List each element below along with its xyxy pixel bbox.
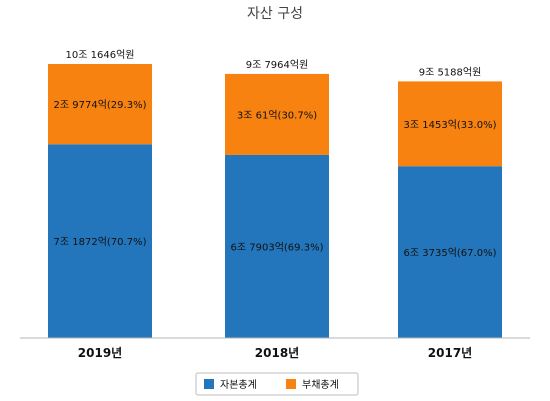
segment-label-liabilities-0: 2조 9774억(29.3%): [54, 99, 147, 111]
x-tick-label-1: 2018년: [255, 346, 299, 360]
bars-layer: 7조 1872억(70.7%) 2조 9774억(29.3%) 10조 1646억원…: [48, 49, 502, 338]
bar-segment-liabilities-1: [225, 73, 329, 155]
total-label-1: 9조 7964억원: [246, 59, 309, 71]
legend-swatch-liabilities: [286, 379, 296, 389]
bar-segment-liabilities-2: [398, 81, 502, 167]
legend: 자본총계 부채총계: [195, 372, 359, 396]
x-tick-label-0: 2019년: [78, 346, 122, 360]
segment-label-liabilities-2: 3조 1453억(33.0%): [404, 119, 497, 131]
total-label-2: 9조 5188억원: [419, 66, 482, 78]
chart-title: 자산 구성: [247, 6, 303, 22]
bar-segment-liabilities-0: [48, 64, 152, 145]
segment-label-liabilities-1: 3조 61억(30.7%): [237, 109, 317, 121]
x-axis-labels: 2019년 2018년 2017년: [78, 346, 472, 360]
legend-swatch-equity: [204, 379, 214, 389]
x-tick-label-2: 2017년: [428, 346, 472, 360]
legend-box: [195, 372, 359, 396]
total-label-0: 10조 1646억원: [66, 49, 135, 61]
legend-label-liabilities: 부채총계: [302, 379, 339, 391]
segment-label-equity-0: 7조 1872억(70.7%): [54, 236, 147, 248]
bar-segment-equity-1: [225, 154, 329, 338]
legend-label-equity: 자본총계: [220, 379, 257, 391]
bar-segment-equity-2: [398, 166, 502, 338]
segment-label-equity-1: 6조 7903억(69.3%): [231, 241, 324, 253]
segment-label-equity-2: 6조 3735억(67.0%): [404, 247, 497, 259]
bar-segment-equity-0: [48, 144, 152, 338]
